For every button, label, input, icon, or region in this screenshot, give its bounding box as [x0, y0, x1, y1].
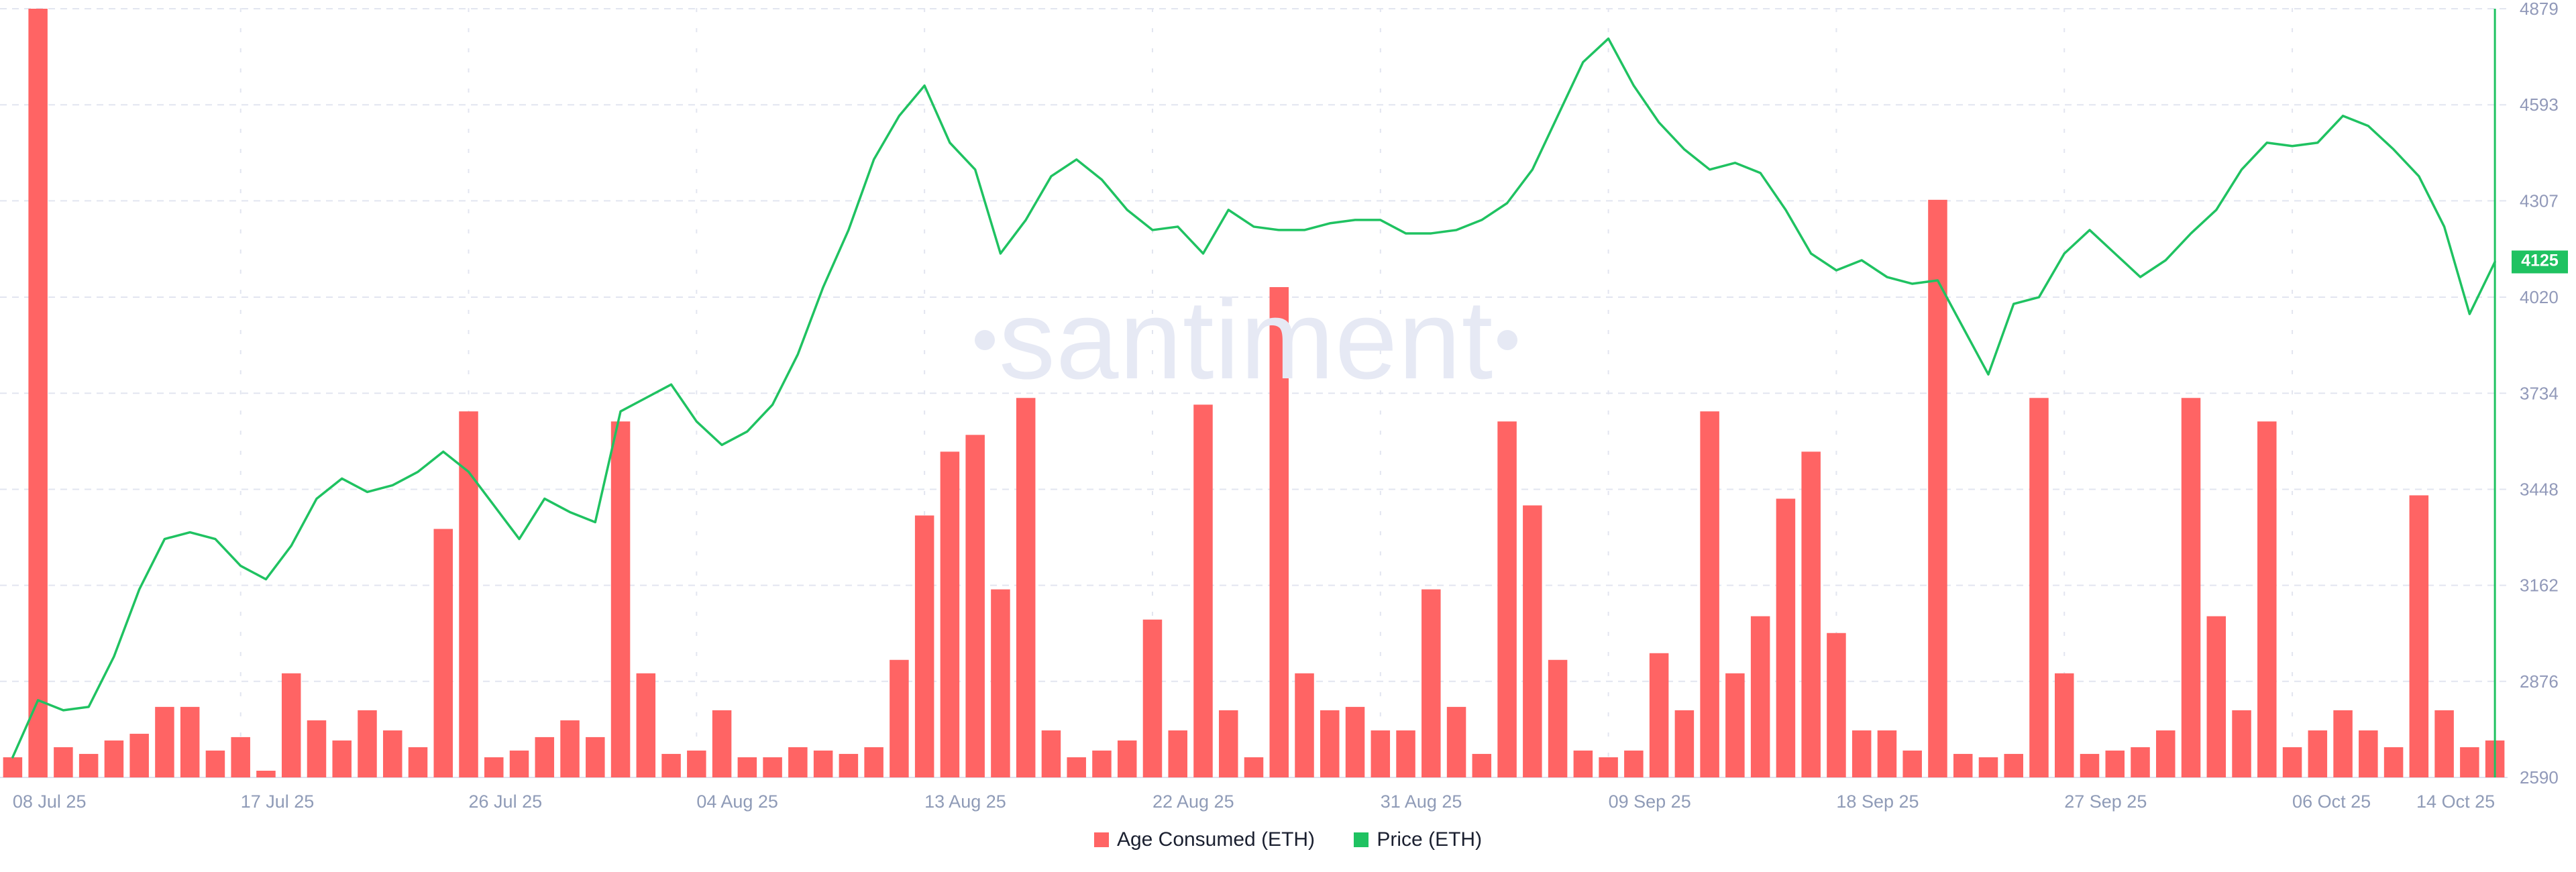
svg-text:4879: 4879	[2520, 0, 2559, 19]
svg-text:3162: 3162	[2520, 576, 2559, 596]
svg-text:4593: 4593	[2520, 95, 2559, 115]
svg-text:22 Aug 25: 22 Aug 25	[1152, 792, 1234, 812]
svg-text:3448: 3448	[2520, 479, 2559, 499]
svg-text:06 Oct 25: 06 Oct 25	[2292, 792, 2371, 812]
svg-text:17 Jul 25: 17 Jul 25	[241, 792, 315, 812]
svg-text:2876: 2876	[2520, 671, 2559, 692]
svg-text:4020: 4020	[2520, 287, 2559, 307]
svg-text:08 Jul 25: 08 Jul 25	[13, 792, 87, 812]
svg-text:4307: 4307	[2520, 190, 2559, 211]
svg-text:09 Sep 25: 09 Sep 25	[1609, 792, 1691, 812]
svg-text:2590: 2590	[2520, 767, 2559, 787]
svg-text:27 Sep 25: 27 Sep 25	[2064, 792, 2147, 812]
svg-text:3734: 3734	[2520, 383, 2559, 403]
svg-text:04 Aug 25: 04 Aug 25	[696, 792, 778, 812]
svg-text:14 Oct 25: 14 Oct 25	[2416, 792, 2495, 812]
svg-text:18 Sep 25: 18 Sep 25	[1836, 792, 1919, 812]
svg-text:26 Jul 25: 26 Jul 25	[469, 792, 543, 812]
svg-text:13 Aug 25: 13 Aug 25	[924, 792, 1006, 812]
svg-text:31 Aug 25: 31 Aug 25	[1381, 792, 1462, 812]
svg-text:4125: 4125	[2521, 251, 2559, 270]
